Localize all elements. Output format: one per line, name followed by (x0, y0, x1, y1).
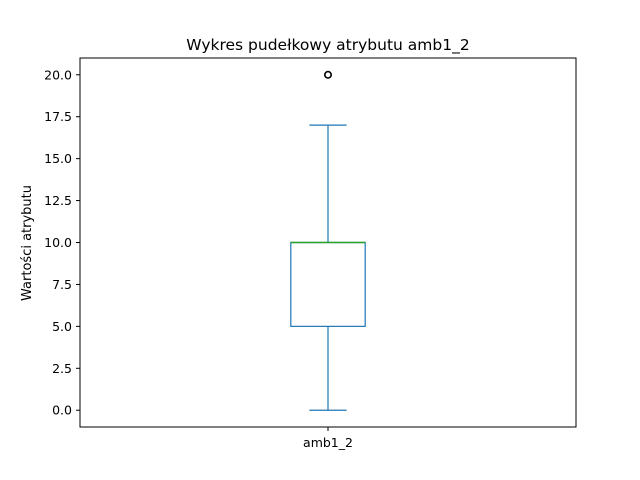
chart-title: Wykres pudełkowy atrybutu amb1_2 (186, 36, 469, 55)
iqr-box (290, 241, 366, 327)
box-plot-series (290, 70, 366, 411)
y-tick-label: 12.5 (44, 193, 72, 208)
y-tick-label: 0.0 (52, 403, 72, 418)
y-axis-label: Wartości atrybutu (20, 185, 35, 301)
y-tick-label: 20.0 (44, 67, 72, 82)
y-tick-label: 2.5 (52, 361, 72, 376)
outlier-point (323, 70, 332, 79)
x-tick-label: amb1_2 (303, 435, 353, 450)
y-axis-ticks: 0.0 2.5 5.0 7.5 10.0 12.5 15.0 17.5 20.0 (44, 67, 80, 418)
y-tick-label: 5.0 (52, 319, 72, 334)
y-tick-label: 15.0 (44, 151, 72, 166)
y-tick-label: 10.0 (44, 235, 72, 250)
y-tick-label: 17.5 (44, 109, 72, 124)
y-tick-label: 7.5 (52, 277, 72, 292)
x-axis-ticks: amb1_2 (303, 427, 353, 450)
